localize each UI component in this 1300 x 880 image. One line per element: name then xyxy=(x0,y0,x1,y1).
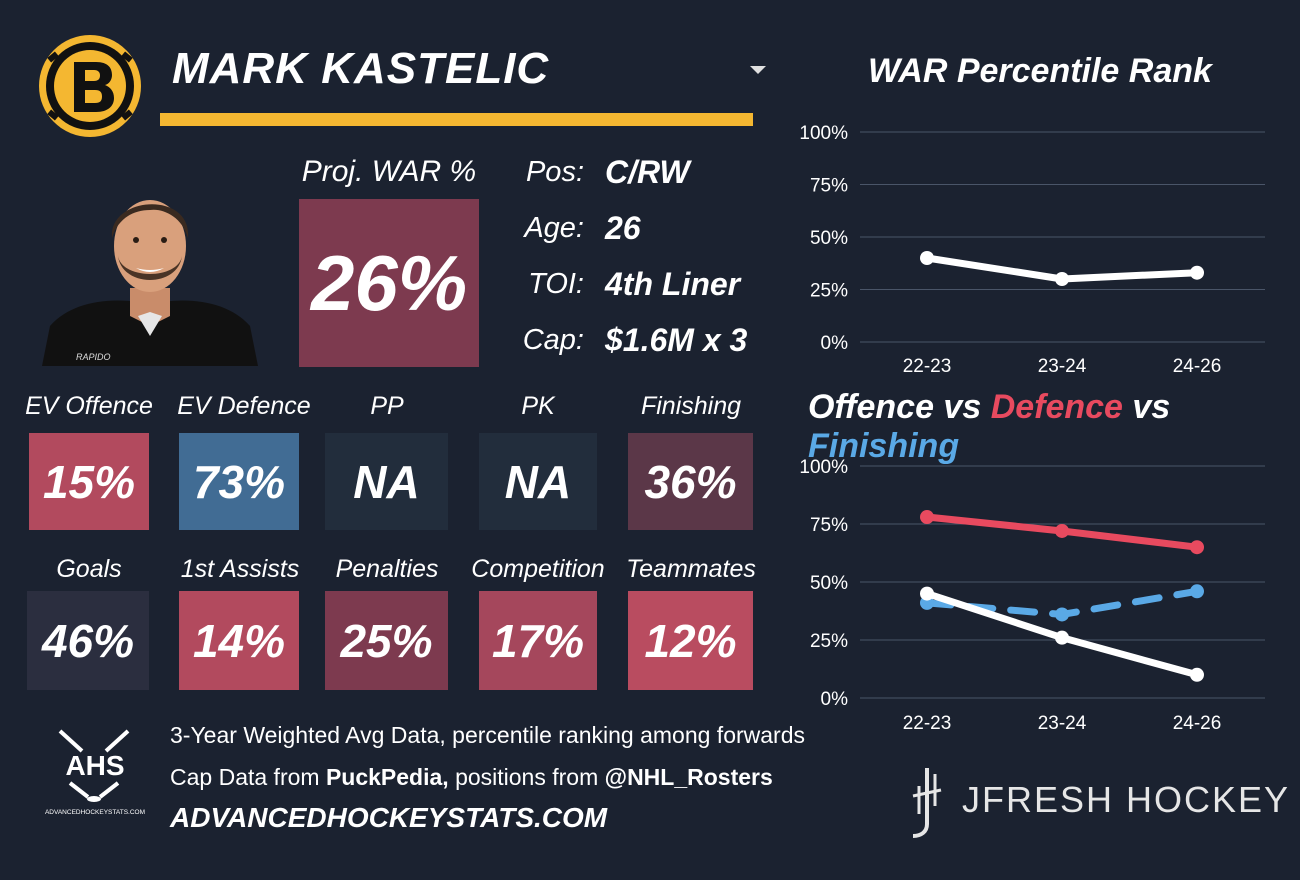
data-point xyxy=(1190,584,1204,599)
tile-ev-defence: 73% xyxy=(179,433,299,530)
chart-1-title: WAR Percentile Rank xyxy=(868,52,1212,90)
proj-war-value: 26% xyxy=(299,199,479,367)
info-value-age: 26 xyxy=(605,210,641,246)
tile-label-ev-offence: EV Offence xyxy=(25,392,153,420)
chevron-down-icon[interactable] xyxy=(750,66,766,74)
puckpedia-link[interactable]: PuckPedia, xyxy=(325,764,449,790)
ahs-logo-icon: AHS ADVANCEDHOCKEYSTATS.COM xyxy=(45,729,145,816)
footer-line-2-mid: positions from xyxy=(448,764,605,790)
x-tick-label: 24-26 xyxy=(1173,713,1222,734)
player-headshot: RAPIDO xyxy=(42,200,258,366)
tile-pk: NA xyxy=(479,433,597,530)
y-tick-label: 50% xyxy=(810,228,848,249)
tile-pp: NA xyxy=(325,433,448,530)
tile-finishing: 36% xyxy=(628,433,753,530)
jfresh-hockey-text: JFRESH HOCKEY xyxy=(962,779,1291,820)
tile-label-penalties: Penalties xyxy=(335,555,439,583)
tile-label-goals: Goals xyxy=(56,555,122,583)
jfresh-logo-icon xyxy=(912,768,942,838)
x-tick-label: 24-26 xyxy=(1173,356,1222,377)
title-underline xyxy=(160,113,753,126)
ahs-url[interactable]: ADVANCEDHOCKEYSTATS.COM xyxy=(170,802,608,833)
tile-teammates: 12% xyxy=(628,591,753,690)
data-point xyxy=(920,510,934,525)
bruins-logo-icon xyxy=(39,35,141,137)
y-tick-label: 0% xyxy=(821,689,849,710)
y-tick-label: 100% xyxy=(799,457,848,478)
chart-2-title-defence: Defence xyxy=(990,388,1123,426)
war-percentile-chart: 100% 75% 50% 25% 0% 22-23 23-24 24-26 xyxy=(799,123,1265,377)
y-tick-label: 25% xyxy=(810,281,848,302)
info-value-cap: $1.6M x 3 xyxy=(605,322,748,358)
x-tick-label: 22-23 xyxy=(903,713,952,734)
tile-competition: 17% xyxy=(479,591,597,690)
ahs-logo-sub: ADVANCEDHOCKEYSTATS.COM xyxy=(45,809,145,816)
info-value-pos: C/RW xyxy=(605,154,690,190)
data-point xyxy=(1190,265,1204,280)
ahs-logo-text: AHS xyxy=(65,750,124,781)
footer-line-2: Cap Data from PuckPedia, positions from … xyxy=(170,764,773,791)
x-tick-label: 23-24 xyxy=(1038,713,1087,734)
info-label-pos: Pos: xyxy=(525,156,584,188)
data-point xyxy=(1055,630,1069,645)
tile-label-competition: Competition xyxy=(471,555,605,583)
data-point xyxy=(1055,523,1069,538)
data-point xyxy=(1190,540,1204,555)
offence-defence-finishing-chart: 100% 75% 50% 25% 0% 22-23 23-24 24-26 xyxy=(799,457,1265,734)
tile-goals: 46% xyxy=(27,591,149,690)
chart-2-title-finishing: Finishing xyxy=(808,427,960,465)
tile-ev-offence: 15% xyxy=(29,433,149,530)
tile-label-1st-assists: 1st Assists xyxy=(180,555,300,583)
proj-war-label: Proj. WAR % xyxy=(301,155,477,188)
data-point xyxy=(1055,272,1069,286)
y-tick-label: 75% xyxy=(810,515,848,536)
tile-penalties: 25% xyxy=(325,591,448,690)
nhl-rosters-link[interactable]: @NHL_Rosters xyxy=(604,764,773,790)
chart-2-title-offence: Offence vs xyxy=(808,388,991,426)
tile-label-ev-defence: EV Defence xyxy=(177,392,311,420)
tile-1st-assists: 14% xyxy=(179,591,299,690)
info-label-cap: Cap: xyxy=(522,324,584,356)
data-point xyxy=(920,586,934,601)
info-label-toi: TOI: xyxy=(528,268,584,300)
x-tick-label: 22-23 xyxy=(903,356,952,377)
y-tick-label: 100% xyxy=(799,123,848,144)
tile-label-teammates: Teammates xyxy=(626,555,756,583)
y-tick-label: 50% xyxy=(810,573,848,594)
tile-label-finishing: Finishing xyxy=(640,392,742,420)
tile-label-pp: PP xyxy=(370,392,404,420)
info-label-age: Age: xyxy=(524,212,584,244)
y-tick-label: 75% xyxy=(810,176,848,197)
footer-line-2-prefix: Cap Data from xyxy=(170,764,326,790)
svg-text:RAPIDO: RAPIDO xyxy=(76,352,111,362)
tile-label-pk: PK xyxy=(521,392,555,420)
x-tick-label: 23-24 xyxy=(1038,356,1087,377)
info-value-toi: 4th Liner xyxy=(605,266,741,302)
y-tick-label: 25% xyxy=(810,631,848,652)
chart-2-title-vs: vs xyxy=(1122,388,1171,426)
data-point xyxy=(1190,667,1204,682)
data-point xyxy=(920,251,934,265)
player-name: MARK KASTELIC xyxy=(172,44,550,93)
data-point xyxy=(1055,607,1069,622)
chart-2-title: Offence vs Defence vs Finishing xyxy=(808,388,1300,466)
y-tick-label: 0% xyxy=(821,333,849,354)
footer-line-1: 3-Year Weighted Avg Data, percentile ran… xyxy=(170,722,806,748)
